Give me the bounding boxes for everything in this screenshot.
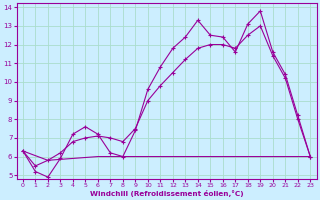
X-axis label: Windchill (Refroidissement éolien,°C): Windchill (Refroidissement éolien,°C) xyxy=(90,190,244,197)
